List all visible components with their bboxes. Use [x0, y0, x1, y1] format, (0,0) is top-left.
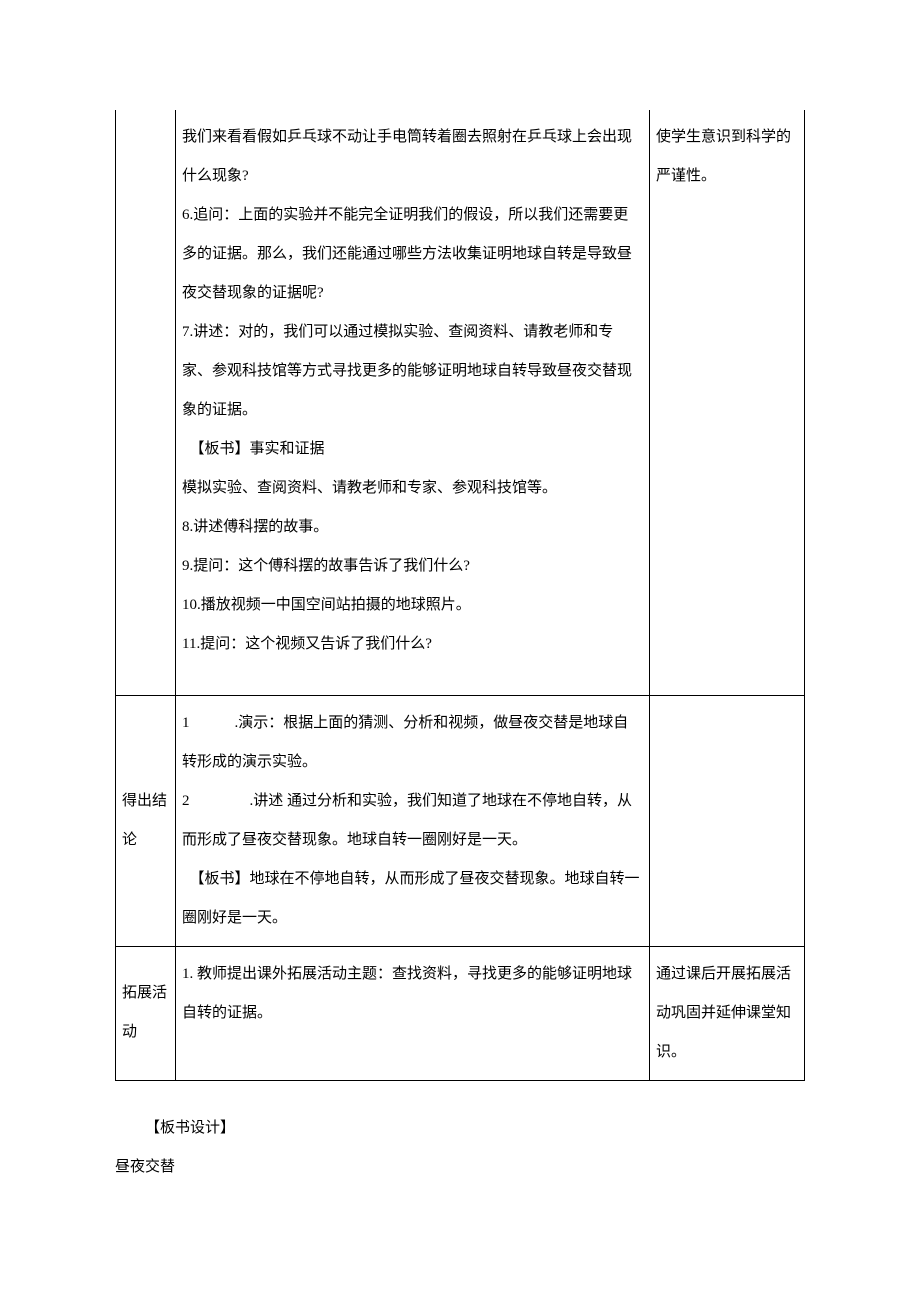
footer-block: 【板书设计】 昼夜交替	[115, 1109, 805, 1187]
content-line: 2 .讲述 通过分析和实验，我们知道了地球在不停地自转，从而形成了昼夜交替现象。…	[182, 782, 643, 860]
content-line: 我们来看看假如乒乓球不动让手电筒转着圈去照射在乒乓球上会出现什么现象?	[182, 118, 643, 196]
content-line: 1 .演示：根据上面的猜测、分析和视频，做昼夜交替是地球自转形成的演示实验。	[182, 704, 643, 782]
content-cell: 1 .演示：根据上面的猜测、分析和视频，做昼夜交替是地球自转形成的演示实验。 2…	[176, 695, 650, 946]
content-line: 6.追问：上面的实验并不能完全证明我们的假设，所以我们还需要更多的证据。那么，我…	[182, 196, 643, 313]
notes-cell: 通过课后开展拓展活动巩固并延伸课堂知识。	[650, 946, 805, 1080]
notes-cell: 使学生意识到科学的严谨性。	[650, 110, 805, 695]
content-line: 10.播放视频一中国空间站拍摄的地球照片。	[182, 586, 643, 625]
stage-cell: 得出结论	[116, 695, 176, 946]
board-design-heading: 【板书设计】	[115, 1109, 805, 1148]
content-line: 【板书】地球在不停地自转，从而形成了昼夜交替现象。地球自转一圈刚好是一天。	[182, 860, 643, 938]
content-line: 【板书】事实和证据	[182, 430, 643, 469]
document-page: 我们来看看假如乒乓球不动让手电筒转着圈去照射在乒乓球上会出现什么现象? 6.追问…	[0, 0, 920, 1301]
notes-cell	[650, 695, 805, 946]
content-line: 9.提问：这个傅科摆的故事告诉了我们什么?	[182, 547, 643, 586]
content-line: 11.提问：这个视频又告诉了我们什么?	[182, 625, 643, 664]
table-row: 我们来看看假如乒乓球不动让手电筒转着圈去照射在乒乓球上会出现什么现象? 6.追问…	[116, 110, 805, 695]
table-row: 得出结论 1 .演示：根据上面的猜测、分析和视频，做昼夜交替是地球自转形成的演示…	[116, 695, 805, 946]
lesson-plan-table: 我们来看看假如乒乓球不动让手电筒转着圈去照射在乒乓球上会出现什么现象? 6.追问…	[115, 110, 805, 1081]
content-line: 7.讲述：对的，我们可以通过模拟实验、查阅资料、请教老师和专家、参观科技馆等方式…	[182, 313, 643, 430]
board-design-content: 昼夜交替	[115, 1148, 805, 1187]
stage-cell: 拓展活动	[116, 946, 176, 1080]
content-line: 模拟实验、查阅资料、请教老师和专家、参观科技馆等。	[182, 469, 643, 508]
stage-cell	[116, 110, 176, 695]
table-row: 拓展活动 1. 教师提出课外拓展活动主题：查找资料，寻找更多的能够证明地球自转的…	[116, 946, 805, 1080]
content-cell: 我们来看看假如乒乓球不动让手电筒转着圈去照射在乒乓球上会出现什么现象? 6.追问…	[176, 110, 650, 695]
content-cell: 1. 教师提出课外拓展活动主题：查找资料，寻找更多的能够证明地球自转的证据。	[176, 946, 650, 1080]
content-line: 8.讲述傅科摆的故事。	[182, 508, 643, 547]
spacer	[182, 664, 643, 687]
